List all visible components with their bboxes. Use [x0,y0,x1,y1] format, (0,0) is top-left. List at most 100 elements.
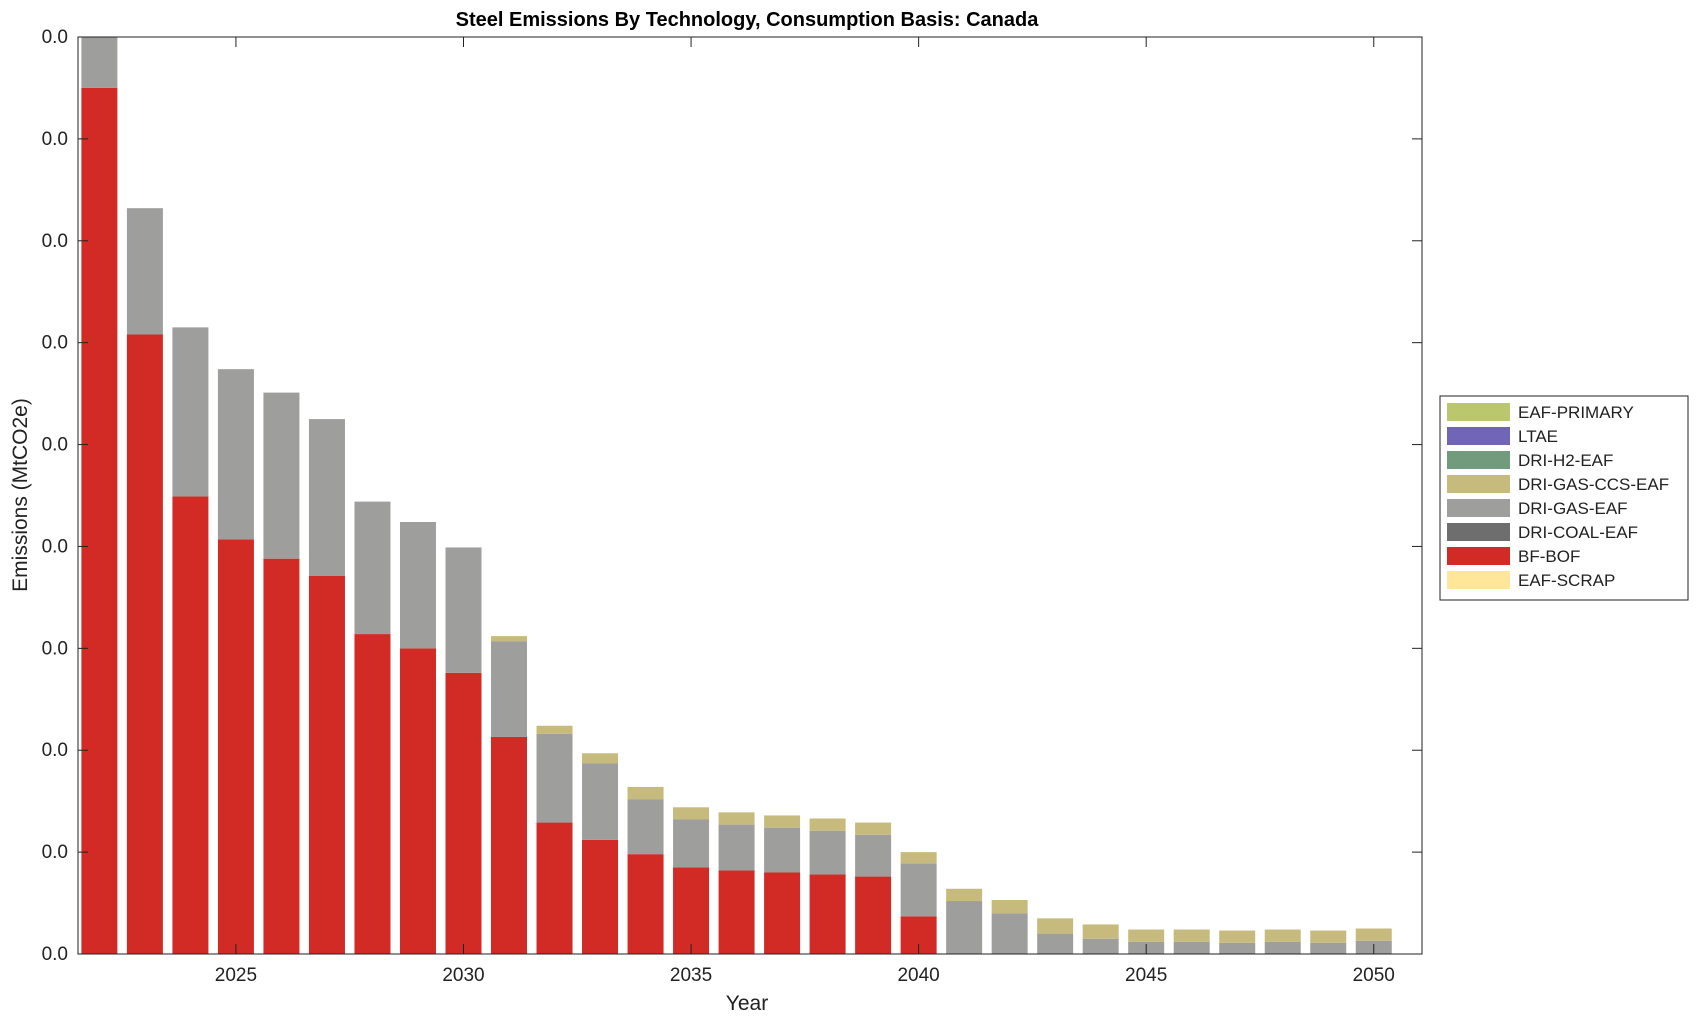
bar-segment-dri-gas-ccs-eaf-2039 [855,822,892,835]
bar-segment-dri-gas-ccs-eaf-2043 [1037,918,1074,934]
bar-segment-bf-bof-2028 [354,634,391,954]
bar-segment-bf-bof-2037 [764,872,801,954]
bars-layer [81,37,1392,954]
legend-swatch-eaf-scrap [1447,571,1510,589]
y-tick-label: 0.0 [42,944,68,965]
bar-segment-dri-gas-ccs-eaf-2038 [809,818,846,831]
y-tick-label: 0.0 [42,638,68,659]
bar-segment-bf-bof-2023 [126,334,163,954]
legend-swatch-eaf-primary [1447,403,1510,421]
bar-segment-bf-bof-2025 [217,539,254,954]
x-tick-label: 2040 [897,965,939,986]
bar-segment-bf-bof-2026 [263,558,300,954]
legend-label-eaf-primary: EAF-PRIMARY [1518,403,1634,422]
y-tick-label: 0.0 [42,842,68,863]
legend-label-ltae: LTAE [1518,427,1558,446]
y-tick-label: 0.0 [42,740,68,761]
y-tick-label: 0.0 [42,231,68,252]
x-axis: 2025 2030 2035 2040 2045 2050 [215,37,1395,986]
x-axis-label: Year [726,992,768,1015]
x-tick-label: 2045 [1125,965,1167,986]
bar-segment-dri-gas-eaf-2042 [991,913,1028,954]
legend-swatch-dri-gas-ccs-eaf [1447,475,1510,493]
bar-segment-bf-bof-2039 [855,876,892,954]
bar-segment-dri-gas-ccs-eaf-2034 [627,786,664,800]
plot-frame [77,36,1423,955]
bar-segment-dri-gas-ccs-eaf-2042 [991,900,1028,914]
y-tick-label: 0.0 [42,536,68,557]
bar-segment-dri-gas-eaf-2038 [809,830,846,875]
bar-segment-dri-gas-ccs-eaf-2040 [900,852,937,864]
bar-segment-bf-bof-2029 [399,648,436,954]
bar-segment-bf-bof-2027 [308,575,345,954]
bar-segment-dri-gas-eaf-2028 [354,501,391,635]
bar-segment-dri-gas-eaf-2025 [217,369,254,540]
x-tick-label: 2025 [215,965,257,986]
y-tick-label: 0.0 [42,129,68,150]
x-tick-label: 2050 [1353,965,1395,986]
bar-segment-dri-gas-ccs-eaf-2050 [1355,928,1392,941]
bar-segment-dri-gas-eaf-2034 [627,799,664,855]
bar-segment-dri-gas-ccs-eaf-2041 [946,888,983,902]
bar-segment-bf-bof-2038 [809,874,846,954]
bar-segment-bf-bof-2036 [718,870,755,954]
bar-segment-dri-gas-ccs-eaf-2045 [1128,929,1165,942]
bar-segment-dri-gas-ccs-eaf-2036 [718,812,755,825]
y-tick-label: 0.0 [42,333,68,354]
legend-swatch-ltae [1447,427,1510,445]
bar-segment-dri-gas-eaf-2033 [582,763,619,840]
bar-segment-dri-gas-eaf-2031 [491,641,528,737]
bar-segment-bf-bof-2022 [81,87,118,954]
bar-segment-dri-gas-eaf-2049 [1310,942,1347,954]
bar-segment-dri-gas-ccs-eaf-2032 [536,725,573,734]
bar-segment-dri-gas-eaf-2026 [263,392,300,559]
bar-segment-dri-gas-ccs-eaf-2046 [1173,929,1210,942]
legend-label-bf-bof: BF-BOF [1518,547,1580,566]
bar-segment-dri-gas-ccs-eaf-2035 [673,807,710,820]
bar-segment-bf-bof-2024 [172,496,209,954]
bar-segment-dri-gas-ccs-eaf-2048 [1264,929,1301,942]
legend: EAF-PRIMARY LTAE DRI-H2-EAF DRI-GAS-CCS-EAF… [1439,395,1689,601]
bar-segment-dri-gas-eaf-2040 [900,863,937,917]
bar-segment-dri-gas-eaf-2035 [673,819,710,868]
legend-swatch-dri-h2-eaf [1447,451,1510,469]
x-tick-label: 2035 [670,965,712,986]
bar-segment-dri-gas-eaf-2036 [718,824,755,871]
bar-segment-dri-gas-eaf-2027 [308,419,345,576]
bar-segment-bf-bof-2035 [673,867,710,954]
bar-segment-dri-gas-eaf-2048 [1264,941,1301,954]
bar-segment-bf-bof-2033 [582,839,619,954]
legend-box [1439,395,1689,601]
bar-segment-dri-gas-eaf-2024 [172,327,209,497]
bar-segment-dri-gas-ccs-eaf-2031 [491,636,528,642]
bar-segment-bf-bof-2034 [627,854,664,954]
legend-label-dri-gas-eaf: DRI-GAS-EAF [1518,499,1628,518]
bar-segment-dri-gas-eaf-2032 [536,733,573,823]
bar-segment-dri-gas-eaf-2041 [946,901,983,954]
bar-segment-dri-gas-ccs-eaf-2044 [1082,924,1119,939]
bar-segment-dri-gas-eaf-2037 [764,827,801,873]
bar-segment-dri-gas-ccs-eaf-2049 [1310,930,1347,943]
legend-swatch-dri-gas-eaf [1447,499,1510,517]
bar-segment-dri-gas-eaf-2047 [1219,942,1256,954]
bar-segment-dri-gas-eaf-2023 [126,208,163,335]
bar-segment-dri-gas-ccs-eaf-2047 [1219,930,1256,943]
bar-segment-dri-gas-eaf-2029 [399,521,436,649]
bar-segment-dri-gas-eaf-2044 [1082,938,1119,954]
bar-segment-dri-gas-eaf-2046 [1173,941,1210,954]
legend-swatch-bf-bof [1447,547,1510,565]
legend-label-dri-gas-ccs-eaf: DRI-GAS-CCS-EAF [1518,475,1669,494]
x-tick-label: 2030 [442,965,484,986]
bar-segment-dri-gas-eaf-2043 [1037,933,1074,954]
legend-label-dri-coal-eaf: DRI-COAL-EAF [1518,523,1638,542]
legend-label-dri-h2-eaf: DRI-H2-EAF [1518,451,1613,470]
y-axis: 0.0 0.0 0.0 0.0 0.0 0.0 0.0 0.0 0.0 0.0 [42,27,1422,965]
legend-swatch-dri-coal-eaf [1447,523,1510,541]
bar-segment-bf-bof-2031 [491,736,528,954]
chart-title: Steel Emissions By Technology, Consumpti… [456,9,1040,31]
bar-segment-bf-bof-2030 [445,672,482,954]
legend-label-eaf-scrap: EAF-SCRAP [1518,571,1615,590]
y-axis-label: Emissions (MtCO2e) [9,398,32,592]
bar-segment-dri-gas-ccs-eaf-2037 [764,815,801,828]
